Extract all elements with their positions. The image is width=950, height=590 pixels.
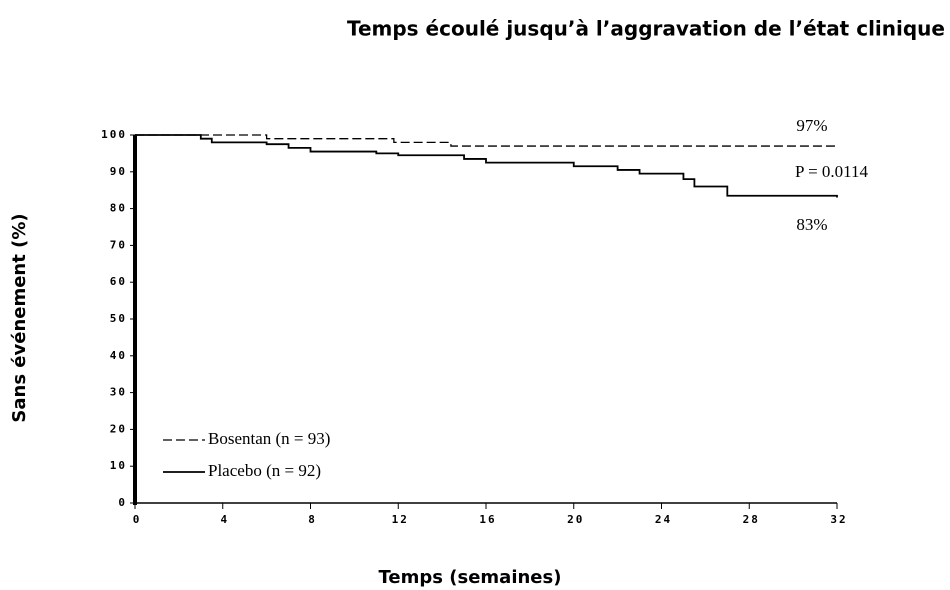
annotation: 97%	[796, 116, 827, 135]
x-tick-label: 4	[220, 513, 229, 526]
y-tick-label: 60	[110, 275, 127, 288]
survival-curve	[135, 134, 838, 198]
y-tick-label: 90	[110, 165, 127, 178]
x-tick-label: 16	[479, 513, 496, 526]
y-tick-label: 50	[110, 312, 127, 325]
y-tick-label: 70	[110, 238, 127, 251]
x-tick-label: 8	[308, 513, 317, 526]
survival-curve	[135, 134, 837, 147]
annotation: 83%	[796, 215, 827, 234]
annotation: P = 0.0114	[795, 162, 869, 181]
y-tick-label: 0	[118, 496, 127, 509]
y-tick-label: 20	[110, 422, 127, 435]
y-tick-label: 30	[110, 386, 127, 399]
x-axis-title: Temps (semaines)	[379, 567, 562, 588]
chart-title: Temps écoulé jusqu’à l’aggravation de l’…	[347, 17, 945, 41]
y-axis-title: Sans événement (%)	[9, 213, 30, 422]
x-tick-label: 12	[392, 513, 409, 526]
y-tick-label: 80	[110, 202, 127, 215]
legend-label: Placebo (n = 92)	[208, 461, 321, 480]
x-tick-label: 24	[655, 513, 672, 526]
y-tick-label: 100	[101, 128, 127, 141]
x-tick-label: 0	[133, 513, 142, 526]
x-tick-label: 20	[567, 513, 584, 526]
x-tick-label: 28	[743, 513, 760, 526]
legend-label: Bosentan (n = 93)	[208, 429, 330, 448]
y-tick-label: 10	[110, 459, 127, 472]
x-tick-label: 32	[830, 513, 847, 526]
y-tick-label: 40	[110, 349, 127, 362]
